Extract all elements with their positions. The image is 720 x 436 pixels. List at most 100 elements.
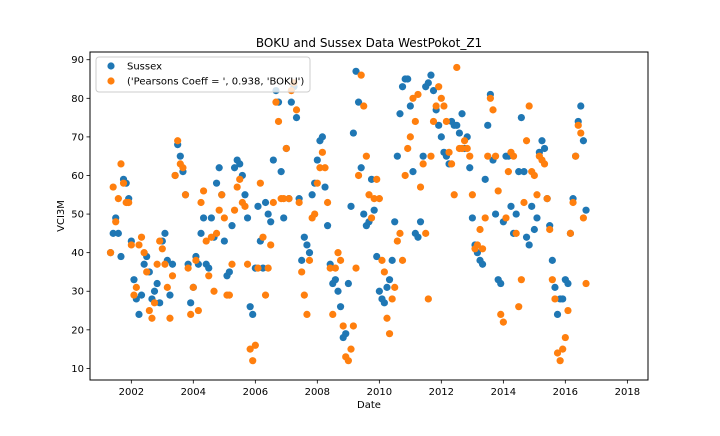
sussex-point bbox=[168, 260, 177, 268]
chart-title: BOKU and Sussex Data WestPokot_Z1 bbox=[256, 36, 482, 50]
x-tick-label: 2016 bbox=[553, 387, 578, 398]
boku-point bbox=[494, 187, 502, 195]
y-tick-label: 70 bbox=[71, 132, 84, 143]
sussex-point bbox=[292, 114, 301, 122]
axes-frame bbox=[89, 51, 649, 381]
boku-point bbox=[298, 268, 306, 276]
x-tick-label: 2010 bbox=[367, 387, 392, 398]
boku-point bbox=[156, 237, 164, 245]
sussex-point bbox=[261, 198, 270, 207]
sussex-point bbox=[373, 252, 381, 261]
x-axis-label: Date bbox=[357, 400, 381, 411]
sussex-point bbox=[427, 71, 435, 79]
sussex-point bbox=[114, 229, 122, 237]
sussex-point bbox=[548, 256, 556, 264]
sussex-point bbox=[243, 214, 252, 222]
boku-point bbox=[114, 195, 122, 203]
boku-point bbox=[357, 71, 365, 79]
sussex-point bbox=[533, 214, 541, 222]
boku-point bbox=[577, 129, 585, 137]
boku-point bbox=[512, 229, 520, 237]
x-tick-label: 2012 bbox=[429, 387, 454, 398]
boku-point bbox=[370, 195, 378, 203]
boku-point bbox=[481, 214, 489, 222]
sussex-point bbox=[553, 310, 562, 318]
boku-point bbox=[135, 241, 143, 249]
sussex-point bbox=[388, 256, 396, 264]
boku-point bbox=[117, 160, 125, 168]
boku-point bbox=[187, 310, 195, 318]
boku-point bbox=[473, 241, 481, 249]
boku-point bbox=[254, 264, 262, 272]
boku-point bbox=[112, 218, 120, 226]
boku-point bbox=[429, 117, 438, 126]
sussex-point bbox=[318, 133, 326, 141]
boku-point bbox=[540, 160, 549, 168]
boku-point bbox=[220, 214, 228, 222]
y-tick-label: 10 bbox=[71, 364, 84, 375]
legend-box bbox=[95, 56, 311, 93]
sussex-point bbox=[497, 279, 505, 288]
boku-point bbox=[442, 117, 451, 126]
sussex-point bbox=[207, 214, 215, 222]
sussex-point bbox=[117, 252, 125, 261]
boku-point bbox=[251, 341, 259, 349]
boku-point bbox=[316, 164, 324, 172]
sussex-point bbox=[466, 164, 474, 172]
boku-point bbox=[161, 260, 169, 268]
boku-point bbox=[406, 133, 414, 141]
boku-point bbox=[432, 102, 440, 110]
boku-point bbox=[210, 287, 218, 295]
boku-point bbox=[367, 214, 376, 222]
boku-point bbox=[140, 249, 148, 257]
sussex-point bbox=[398, 83, 407, 91]
boku-point bbox=[179, 164, 187, 172]
sussex-point bbox=[344, 279, 352, 288]
sussex-point bbox=[458, 110, 466, 118]
sussex-point bbox=[380, 299, 388, 307]
boku-point bbox=[411, 117, 419, 126]
boku-point bbox=[305, 256, 314, 264]
boku-point bbox=[458, 144, 466, 153]
boku-point bbox=[383, 314, 391, 322]
boku-point bbox=[509, 152, 518, 160]
boku-point bbox=[225, 291, 233, 299]
sussex-point bbox=[277, 168, 285, 176]
boku-point bbox=[559, 345, 567, 353]
boku-point bbox=[280, 195, 288, 203]
x-axis-ticks: 2002 2004 2006 2008 2010 2012 2014 2016 2018 bbox=[119, 380, 640, 398]
x-tick-label: 2008 bbox=[305, 387, 330, 398]
sussex-point bbox=[437, 133, 445, 141]
sussex-point bbox=[385, 276, 394, 284]
sussex-point bbox=[225, 268, 233, 276]
legend: Sussex ('Pearsons Coeff = ', 0.938, 'BOK… bbox=[95, 56, 311, 93]
boku-point bbox=[171, 171, 179, 180]
sussex-point bbox=[468, 214, 476, 222]
boku-point bbox=[228, 260, 236, 268]
boku-point bbox=[272, 98, 280, 106]
sussex-point bbox=[280, 214, 288, 222]
boku-point bbox=[127, 241, 135, 249]
boku-point bbox=[192, 256, 200, 264]
sussex-point bbox=[137, 291, 146, 299]
sussex-point bbox=[300, 233, 308, 241]
sussex-point bbox=[577, 102, 585, 110]
sussex-point bbox=[416, 218, 425, 226]
boku-point bbox=[491, 152, 500, 160]
boku-point bbox=[572, 152, 580, 160]
sussex-point bbox=[419, 152, 427, 160]
boku-point bbox=[311, 210, 319, 218]
boku-point bbox=[385, 330, 394, 338]
boku-point bbox=[130, 291, 138, 299]
boku-point bbox=[202, 237, 210, 245]
x-tick-label: 2002 bbox=[119, 387, 144, 398]
boku-point bbox=[476, 225, 484, 234]
boku-point bbox=[450, 191, 458, 199]
boku-point bbox=[409, 94, 417, 102]
boku-point bbox=[352, 264, 360, 272]
boku-point bbox=[106, 249, 115, 257]
sussex-point bbox=[166, 291, 174, 299]
y-tick-label: 40 bbox=[71, 248, 84, 259]
sussex-point bbox=[336, 303, 345, 311]
sussex-point bbox=[220, 237, 228, 245]
